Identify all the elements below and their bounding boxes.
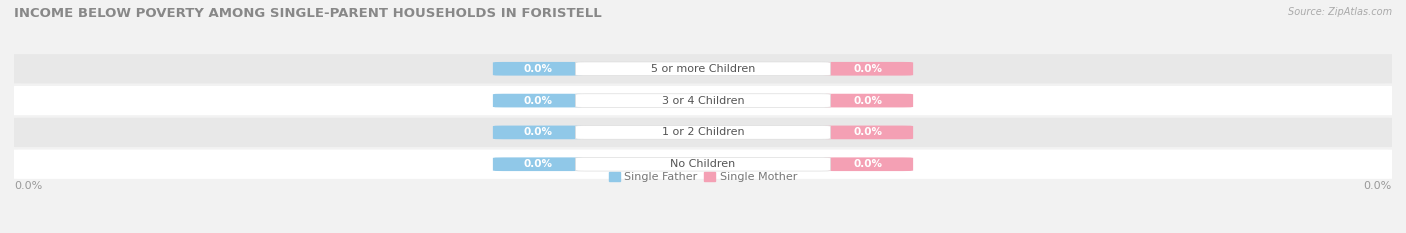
FancyBboxPatch shape [575, 126, 831, 139]
FancyBboxPatch shape [7, 118, 1399, 147]
FancyBboxPatch shape [7, 150, 1399, 179]
FancyBboxPatch shape [824, 126, 912, 139]
FancyBboxPatch shape [494, 62, 582, 75]
Text: 0.0%: 0.0% [1364, 181, 1392, 191]
FancyBboxPatch shape [575, 94, 831, 107]
FancyBboxPatch shape [824, 62, 912, 75]
FancyBboxPatch shape [7, 86, 1399, 115]
Text: 3 or 4 Children: 3 or 4 Children [662, 96, 744, 106]
FancyBboxPatch shape [7, 54, 1399, 83]
FancyBboxPatch shape [824, 94, 912, 107]
Text: 0.0%: 0.0% [853, 127, 883, 137]
Text: 0.0%: 0.0% [853, 159, 883, 169]
Text: 5 or more Children: 5 or more Children [651, 64, 755, 74]
Text: No Children: No Children [671, 159, 735, 169]
Text: 0.0%: 0.0% [14, 181, 42, 191]
FancyBboxPatch shape [494, 94, 582, 107]
Text: Source: ZipAtlas.com: Source: ZipAtlas.com [1288, 7, 1392, 17]
FancyBboxPatch shape [824, 158, 912, 171]
Text: 0.0%: 0.0% [523, 159, 553, 169]
Text: 0.0%: 0.0% [523, 64, 553, 74]
Legend: Single Father, Single Mother: Single Father, Single Mother [605, 167, 801, 187]
FancyBboxPatch shape [494, 126, 582, 139]
Text: INCOME BELOW POVERTY AMONG SINGLE-PARENT HOUSEHOLDS IN FORISTELL: INCOME BELOW POVERTY AMONG SINGLE-PARENT… [14, 7, 602, 20]
Text: 0.0%: 0.0% [523, 96, 553, 106]
Text: 0.0%: 0.0% [523, 127, 553, 137]
Text: 0.0%: 0.0% [853, 96, 883, 106]
FancyBboxPatch shape [494, 158, 582, 171]
FancyBboxPatch shape [575, 158, 831, 171]
Text: 0.0%: 0.0% [853, 64, 883, 74]
FancyBboxPatch shape [575, 62, 831, 75]
Text: 1 or 2 Children: 1 or 2 Children [662, 127, 744, 137]
